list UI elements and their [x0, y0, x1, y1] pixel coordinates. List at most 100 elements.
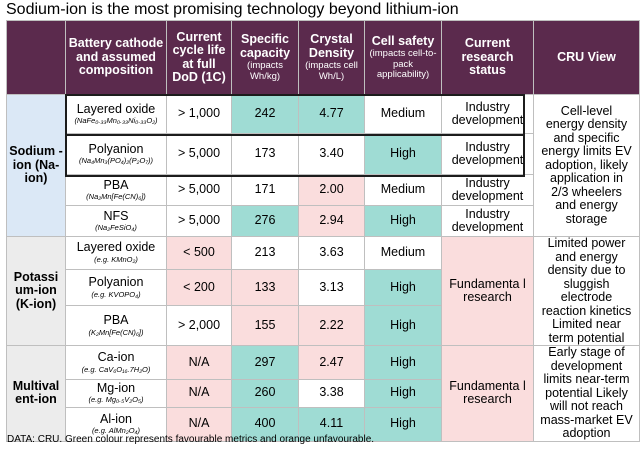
table-row: Multival ent-ion Ca-ion (e.g. CaV₆O₁₆.7H₂… — [6, 345, 640, 442]
cathode-formula: (Na₂Mn[Fe(CN)₆]) — [86, 192, 146, 202]
header-density-label: Crystal Density — [308, 32, 355, 60]
density-cell: 2.00 — [298, 174, 365, 206]
research-status-multivalent: Fundamenta l research — [441, 345, 534, 442]
cycle-life-cell: < 500 — [166, 236, 232, 270]
cathode-formula: (Na₄Mn₃(PO₄)₂(P₂O₇)) — [78, 156, 153, 166]
density-cell: 3.38 — [298, 378, 365, 408]
cathode-cell: Polyanion (e.g. KVOPO₄) — [65, 268, 167, 307]
cathode-cell: NFS (Na₂FeSiO₄) — [65, 205, 167, 237]
density-cell: 3.40 — [298, 133, 365, 175]
header-cru-view: CRU View — [533, 20, 640, 95]
header-crystal-density: Crystal Density (impacts cell Wh/L) — [298, 20, 365, 95]
cathode-cell: Layered oxide (e.g. KMnO₂) — [65, 236, 167, 270]
cathode-name: PBA — [103, 177, 129, 192]
safety-cell: High — [364, 205, 442, 237]
cathode-cell: PBA (Na₂Mn[Fe(CN)₆]) — [65, 174, 167, 206]
header-row: Battery cathode and assumed composition … — [6, 20, 640, 95]
cathode-name: Polyanion — [88, 275, 144, 290]
cathode-name: PBA — [103, 313, 129, 328]
cathode-formula: (Na₂FeSiO₄) — [95, 223, 137, 233]
cycle-life-cell: < 200 — [166, 268, 232, 307]
research-status-cell: Industry development — [441, 174, 534, 206]
safety-cell: Medium — [364, 174, 442, 206]
group-label-multivalent: Multival ent-ion — [6, 345, 66, 442]
header-density-sub: (impacts cell Wh/L) — [305, 60, 358, 82]
header-safety-label: Cell safety — [371, 33, 435, 48]
cycle-life-cell: > 5,000 — [166, 174, 232, 206]
header-capacity-label: Specific capacity — [239, 32, 291, 60]
cycle-life-cell: > 1,000 — [166, 94, 232, 134]
cathode-formula: (e.g. AlMn₂O₄) — [91, 426, 141, 436]
cathode-name: Ca-ion — [97, 350, 135, 365]
cru-view-potassium: Limited power and energy density due to … — [533, 236, 640, 346]
cycle-life-cell: > 5,000 — [166, 133, 232, 175]
footer-note: DATA: CRU. Green colour represents favou… — [7, 434, 375, 445]
cathode-formula: (e.g. Mg₀.₅V₂O₅) — [88, 395, 144, 405]
cathode-name: Layered oxide — [76, 240, 156, 255]
cathode-name: NFS — [103, 208, 129, 223]
safety-cell: High — [364, 406, 442, 442]
group-label-potassium: Potassi um-ion (K-ion) — [6, 236, 66, 346]
research-status-cell: Industry development — [441, 94, 534, 134]
cathode-formula: (NaFe₀.₃₃Mn₀.₃₃Ni₀.₃₃O₂) — [74, 116, 158, 126]
capacity-cell: 213 — [231, 236, 299, 270]
table-row: Sodium -ion (Na-ion) Layered oxide (NaFe₀… — [6, 94, 640, 237]
cathode-name: Layered oxide — [76, 101, 156, 116]
capacity-cell: 133 — [231, 268, 299, 307]
header-research-status: Current research status — [441, 20, 534, 95]
comparison-table: Battery cathode and assumed composition … — [6, 20, 640, 442]
cathode-cell: Ca-ion (e.g. CaV₆O₁₆.7H₂O) — [65, 345, 167, 380]
header-specific-capacity: Specific capacity (impacts Wh/kg) — [231, 20, 299, 95]
safety-cell: High — [364, 345, 442, 380]
research-status-potassium: Fundamenta l research — [441, 236, 534, 346]
safety-cell: High — [364, 378, 442, 408]
header-cell-safety: Cell safety (impacts cell-to-pack applica… — [364, 20, 442, 95]
table-row: Polyanion (Na₄Mn₃(PO₄)₂(P₂O₇)) > 5,000 17… — [7, 133, 640, 175]
capacity-cell: 297 — [231, 345, 299, 380]
capacity-cell: 276 — [231, 205, 299, 237]
capacity-cell: 155 — [231, 305, 299, 346]
capacity-cell: 171 — [231, 174, 299, 206]
cycle-life-cell: N/A — [166, 345, 232, 380]
safety-cell: Medium — [364, 236, 442, 270]
cathode-cell: Layered oxide (NaFe₀.₃₃Mn₀.₃₃Ni₀.₃₃O₂) — [65, 94, 167, 134]
header-cathode: Battery cathode and assumed composition — [65, 20, 167, 95]
cathode-formula: (K₂Mn[Fe(CN)₆]) — [88, 327, 144, 337]
safety-cell: Medium — [364, 94, 442, 134]
density-cell: 4.77 — [298, 94, 365, 134]
cathode-formula: (e.g. KMnO₂) — [94, 254, 138, 264]
cathode-cell: Polyanion (Na₄Mn₃(PO₄)₂(P₂O₇)) — [65, 133, 167, 175]
cathode-formula: (e.g. CaV₆O₁₆.7H₂O) — [81, 364, 151, 374]
header-safety-sub: (impacts cell-to-pack applicability) — [369, 48, 437, 80]
cru-view-sodium: Cell-level energy density and specific e… — [533, 94, 640, 237]
header-capacity-sub: (impacts Wh/kg) — [247, 60, 283, 82]
capacity-cell: 242 — [231, 94, 299, 134]
table-row: NFS (Na₂FeSiO₄) > 5,000 276 2.94 High Ind… — [7, 205, 640, 237]
header-cycle-life: Current cycle life at full DoD (1C) — [166, 20, 232, 95]
safety-cell: High — [364, 133, 442, 175]
table-row: Mg-ion (e.g. Mg₀.₅V₂O₅) N/A 260 3.38 High — [7, 378, 640, 408]
page-title: Sodium-ion is the most promising technol… — [6, 1, 459, 18]
table-row: Polyanion (e.g. KVOPO₄) < 200 133 3.13 Hi… — [7, 268, 640, 307]
safety-cell: High — [364, 268, 442, 307]
header-group — [6, 20, 66, 95]
density-cell: 2.22 — [298, 305, 365, 346]
cathode-cell: PBA (K₂Mn[Fe(CN)₆]) — [65, 305, 167, 346]
cathode-name: Al-ion — [100, 411, 132, 426]
density-cell: 2.47 — [298, 345, 365, 380]
group-label-sodium: Sodium -ion (Na-ion) — [6, 94, 66, 237]
safety-cell: High — [364, 305, 442, 346]
capacity-cell: 173 — [231, 133, 299, 175]
table-row: Potassi um-ion (K-ion) Layered oxide (e.g… — [6, 236, 640, 346]
cycle-life-cell: N/A — [166, 406, 232, 442]
density-cell: 2.94 — [298, 205, 365, 237]
table-row: Al-ion (e.g. AlMn₂O₄) N/A 400 4.11 High — [7, 406, 640, 442]
density-cell: 3.13 — [298, 268, 365, 307]
cycle-life-cell: > 5,000 — [166, 205, 232, 237]
research-status-cell: Industry development — [441, 205, 534, 237]
cycle-life-cell: > 2,000 — [166, 305, 232, 346]
cathode-name: Polyanion — [88, 141, 144, 156]
cathode-cell: Mg-ion (e.g. Mg₀.₅V₂O₅) — [65, 378, 167, 408]
cycle-life-cell: N/A — [166, 378, 232, 408]
capacity-cell: 400 — [231, 406, 299, 442]
